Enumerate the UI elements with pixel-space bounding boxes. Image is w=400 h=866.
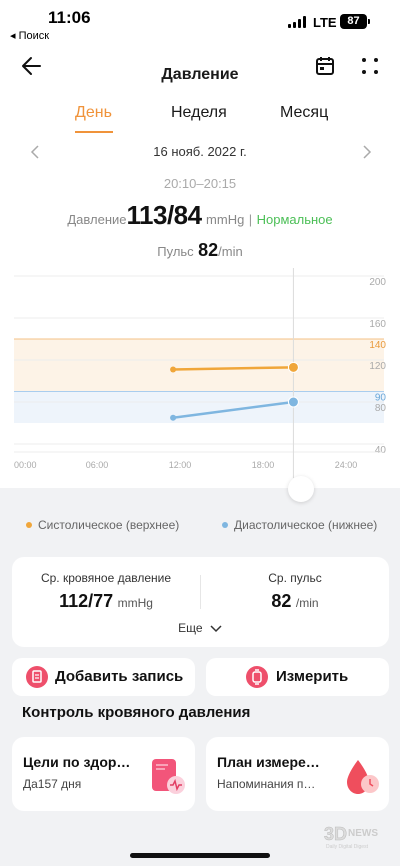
avg-bp-label: Ср. кровяное давление	[40, 571, 172, 585]
x-tick-label: 00:00	[14, 460, 37, 470]
time-range: 20:10–20:15	[163, 176, 237, 191]
pressure-reading: Давление113/84 mmHg | Нормальное	[0, 200, 400, 231]
measurement-plan-title: План измере…	[217, 754, 320, 770]
more-button[interactable]: Еще	[12, 621, 389, 635]
pulse-label: Пульс	[157, 244, 194, 259]
battery-tip	[368, 19, 370, 24]
3dnews-watermark-logo: 3D NEWS Daily Digital Digest	[322, 822, 390, 852]
drop-clock-icon	[342, 757, 382, 797]
calendar-icon[interactable]	[313, 54, 337, 78]
series-point-1-1	[287, 396, 299, 408]
prev-date-icon[interactable]	[27, 142, 43, 162]
avg-pulse-value: 82	[271, 591, 292, 611]
back-arrow-icon[interactable]	[18, 52, 46, 80]
pressure-status: Нормальное	[256, 212, 333, 227]
health-goals-title: Цели по здор…	[23, 754, 131, 770]
avg-bp-value-row: 112/77 mmHg	[12, 591, 200, 612]
chevron-down-icon	[210, 625, 222, 632]
x-tick-label: 12:00	[169, 460, 192, 470]
chart-slider-handle[interactable]	[288, 476, 314, 502]
back-to-app-link[interactable]: ◂ Поиск	[10, 30, 50, 42]
more-dots-icon[interactable]	[358, 54, 382, 78]
tab-month[interactable]: Месяц	[280, 104, 329, 121]
svg-text:3D: 3D	[324, 824, 347, 844]
normal-band-1	[14, 391, 384, 423]
heart-report-icon	[148, 757, 188, 797]
series-point-0-0	[170, 366, 177, 373]
pressure-unit: mmHg	[206, 212, 245, 227]
tab-day[interactable]: День	[75, 104, 112, 121]
measure-button[interactable]: Измерить	[206, 658, 389, 696]
page-title: Давление	[161, 66, 239, 83]
y-tick-label: 40	[375, 445, 387, 456]
y-tick-label: 120	[369, 361, 386, 372]
legend-diastolic-label: Диастолическое (нижнее)	[234, 518, 378, 532]
pulse-value: 82	[198, 240, 219, 260]
legend-diastolic: Диастолическое (нижнее)	[222, 518, 377, 532]
svg-text:Daily Digital Digest: Daily Digital Digest	[326, 844, 369, 850]
tab-indicator	[75, 131, 113, 133]
add-record-label: Добавить запись	[55, 668, 184, 685]
y-tick-label: 200	[369, 277, 386, 288]
network-type: LTE	[313, 15, 337, 30]
watch-icon	[246, 666, 268, 688]
add-record-icon	[26, 666, 48, 688]
next-date-icon[interactable]	[359, 142, 375, 162]
averages-card: Ср. кровяное давление 112/77 mmHg Ср. пу…	[12, 557, 389, 647]
legend-systolic-label: Систолическое (верхнее)	[38, 518, 180, 532]
pressure-label: Давление	[67, 212, 127, 227]
pressure-value: 113/84	[126, 200, 203, 230]
home-indicator[interactable]	[130, 853, 270, 858]
measure-label: Измерить	[276, 668, 349, 685]
tab-week[interactable]: Неделя	[171, 104, 227, 121]
legend-systolic: Систолическое (верхнее)	[26, 518, 179, 532]
selected-date: 16 нояб. 2022 г.	[153, 144, 247, 159]
legend-diastolic-dot	[222, 521, 228, 528]
series-line-0	[173, 366, 294, 371]
x-tick-label: 24:00	[335, 460, 358, 470]
avg-pulse-label: Ср. пульс	[268, 571, 322, 585]
separator: |	[248, 212, 253, 227]
y-tick-label: 80	[375, 403, 387, 414]
status-time: 11:06	[48, 8, 91, 27]
health-goals-subtitle: Да157 дня	[23, 777, 82, 791]
pulse-unit: /min	[218, 244, 243, 259]
normal-band-0	[14, 339, 384, 392]
x-tick-label: 18:00	[252, 460, 275, 470]
section-title: Контроль кровяного давления	[22, 704, 251, 721]
measurement-plan-card[interactable]: План измере… Напоминания п…	[206, 737, 389, 811]
avg-pulse-value-row: 82 /min	[201, 591, 389, 612]
health-goals-card[interactable]: Цели по здор… Да157 дня	[12, 737, 195, 811]
signal-icon	[288, 16, 306, 28]
y-tick-label: 160	[369, 319, 386, 330]
status-bar: 11:06 ◂ Поиск LTE 87	[0, 0, 400, 44]
series-point-0-1	[287, 361, 299, 373]
y-tick-label: 140	[369, 340, 386, 351]
avg-pulse-unit: /min	[295, 596, 319, 610]
avg-bp-unit: mmHg	[117, 596, 153, 610]
battery-icon: 87	[340, 14, 367, 29]
avg-bp-value: 112/77	[59, 591, 114, 611]
x-tick-label: 06:00	[86, 460, 109, 470]
y-tick-label: 90	[375, 393, 387, 404]
divider	[200, 575, 201, 609]
more-label: Еще	[178, 621, 203, 635]
svg-text:NEWS: NEWS	[348, 828, 378, 839]
pulse-reading: Пульс 82/min	[0, 240, 400, 261]
series-point-1-0	[170, 414, 177, 421]
measurement-plan-subtitle: Напоминания п…	[217, 777, 316, 791]
series-line-1	[172, 400, 294, 419]
legend-systolic-dot	[26, 521, 32, 528]
add-record-button[interactable]: Добавить запись	[12, 658, 195, 696]
